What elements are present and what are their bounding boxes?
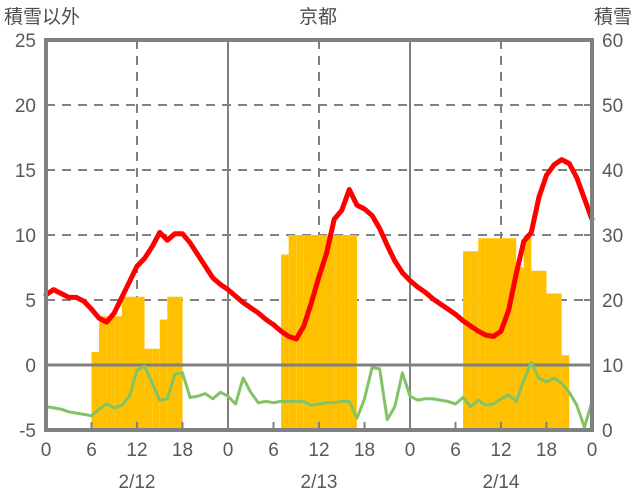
- right-tick-label: 60: [602, 31, 623, 52]
- right-axis-caption: 積雪: [593, 7, 632, 28]
- right-tick-label: 0: [602, 421, 613, 442]
- wind-line: [44, 360, 594, 429]
- right-tick-label: 30: [602, 226, 623, 247]
- x-tick-label: 18: [354, 440, 375, 461]
- x-tick-label: 6: [450, 440, 461, 461]
- x-tick-label: 6: [86, 440, 97, 461]
- x-axis-date-labels: 2/12 2/13 2/14: [119, 472, 520, 493]
- date-label: 2/12: [119, 472, 156, 493]
- date-label: 2/14: [483, 472, 520, 493]
- left-tick-label: 25: [15, 31, 36, 52]
- temperature-line: [43, 157, 595, 342]
- right-tick-label: 40: [602, 161, 623, 182]
- x-tick-label: 0: [587, 440, 598, 461]
- date-label: 2/13: [301, 472, 338, 493]
- x-tick-label: 12: [490, 440, 511, 461]
- left-tick-label: -5: [19, 421, 36, 442]
- chart-title: 京都: [298, 7, 337, 28]
- x-axis-tick-labels: 0 6 12 18 0 6 12 18 0 6 12 18 0: [41, 440, 598, 461]
- x-tick-label: 0: [405, 440, 416, 461]
- x-tick-label: 18: [536, 440, 557, 461]
- axis-tick-marks: [46, 104, 592, 430]
- right-tick-label: 10: [602, 356, 623, 377]
- x-tick-label: 0: [41, 440, 52, 461]
- left-axis-caption: 積雪以外: [4, 7, 81, 28]
- x-tick-label: 12: [126, 440, 147, 461]
- left-tick-label: 20: [15, 96, 36, 117]
- x-tick-label: 12: [308, 440, 329, 461]
- left-tick-label: 0: [25, 356, 36, 377]
- left-axis-tick-labels: 25 20 15 10 5 0 -5: [15, 31, 36, 442]
- right-axis-tick-labels: 60 50 40 30 20 10 0: [602, 31, 623, 442]
- x-tick-label: 0: [223, 440, 234, 461]
- x-tick-label: 6: [268, 440, 279, 461]
- right-tick-label: 20: [602, 291, 623, 312]
- left-tick-label: 5: [25, 291, 36, 312]
- x-tick-label: 18: [172, 440, 193, 461]
- right-tick-label: 50: [602, 96, 623, 117]
- left-tick-label: 10: [15, 226, 36, 247]
- left-tick-label: 15: [15, 161, 36, 182]
